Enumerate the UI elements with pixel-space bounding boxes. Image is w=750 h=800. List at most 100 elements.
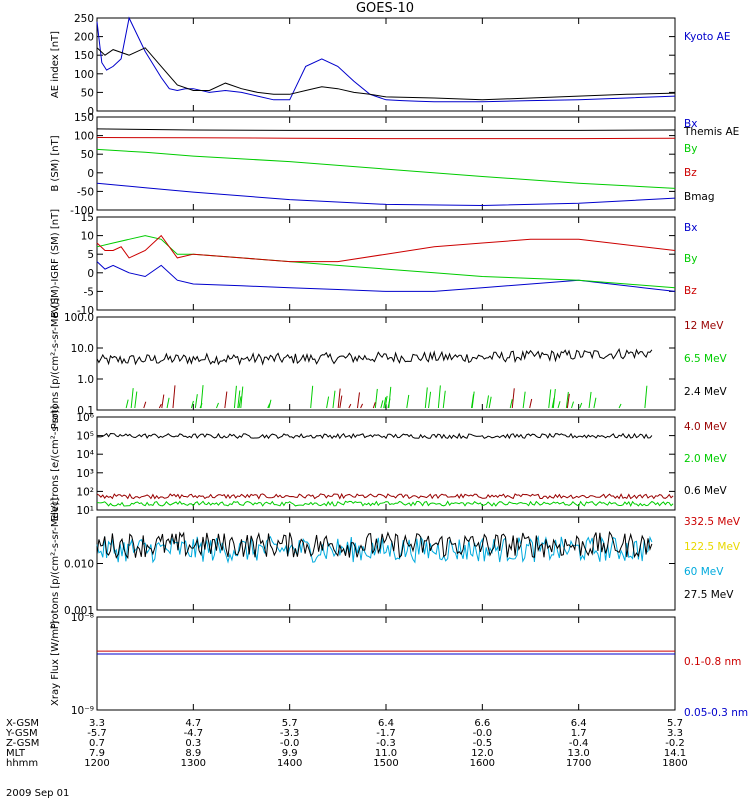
y-tick-label: 10⁻⁹ (71, 705, 94, 717)
y-tick-label: 200 (74, 32, 94, 44)
series-line-by (96, 148, 676, 189)
x-tick-label: -0.3 (376, 738, 396, 749)
panel-frame (96, 516, 676, 611)
series-line-27-5-mev (96, 530, 653, 560)
panel-electrons: 10¹ 10² 10³ 10⁴ 10⁵ 10⁶ Electrons [e/(cm²-s-sr… (50, 406, 728, 522)
legend-label: Bz (684, 285, 697, 297)
x-tick-label: -1.7 (376, 728, 396, 739)
legend-label: 122.5 MeV (684, 541, 741, 553)
y-tick-label: -50 (77, 186, 94, 198)
y-axis-label: Protons [p/(cm²-s-sr-MeV)] (50, 298, 61, 430)
y-tick-label: 0 (87, 168, 94, 180)
legend-label: 60 MeV (684, 566, 724, 578)
spike-mark (551, 397, 555, 409)
spike-mark (486, 395, 490, 409)
y-axis-label: AE index [nT] (50, 31, 61, 98)
spike-mark (579, 402, 583, 409)
spike-mark (166, 397, 170, 409)
spike-mark (238, 396, 242, 409)
plot-title: GOES-10 (356, 1, 414, 16)
x-tick-label: 1400 (277, 758, 302, 769)
spike-mark (383, 397, 387, 409)
x-tick-label: 0.7 (89, 738, 105, 749)
x-tick-label: 12.0 (471, 748, 493, 759)
spike-mark (190, 400, 194, 409)
y-tick-label: 10³ (76, 468, 94, 480)
x-tick-label: 1.7 (571, 728, 587, 739)
legend-label: 0.1-0.8 nm (684, 656, 741, 668)
y-tick-label: 50 (81, 149, 94, 161)
series-line-60-mev (96, 535, 653, 564)
panel-ae: 0 50 100 150 200 250 AE index [nT] Kyoto AE Them… (50, 13, 739, 138)
legend-label: Bz (684, 167, 697, 179)
legend-label: 12 MeV (684, 320, 724, 332)
series-line-0-6-mev (96, 432, 653, 440)
spike-mark (337, 388, 341, 409)
spike-mark (332, 390, 336, 409)
y-tick-label: 15 (81, 212, 94, 224)
x-tick-label: 1200 (84, 758, 109, 769)
series-line-bz (96, 234, 676, 263)
x-tick-label: 5.7 (282, 718, 298, 729)
panel-frame (96, 216, 676, 311)
series-line-2-4-mev (96, 348, 653, 366)
spike-mark (384, 395, 388, 409)
y-tick-label: 10⁶ (76, 412, 94, 424)
x-tick-label: 14.1 (664, 748, 686, 759)
spike-mark (194, 394, 198, 409)
x-tick-label: -0.0 (280, 738, 300, 749)
x-tick-label: -3.3 (280, 728, 300, 739)
series-line-4-0-mev (96, 492, 674, 500)
y-axis-label: B (SM)-IGRF (SM) [nT] (50, 209, 61, 318)
spike-mark (509, 399, 513, 409)
spike-mark (566, 393, 570, 409)
spike-mark (644, 385, 648, 409)
spike-mark (172, 385, 176, 409)
y-axis-label: Xray Flux [W/m²] (50, 621, 61, 706)
series-line-bz (96, 137, 676, 140)
x-tick-label: 11.0 (375, 748, 397, 759)
x-tick-label: -0.2 (665, 738, 685, 749)
y-tick-label: -5 (84, 286, 94, 298)
spike-mark (406, 394, 410, 409)
series-line-bmag (96, 128, 676, 131)
x-tick-label: -5.7 (87, 728, 107, 739)
spike-mark (158, 403, 162, 409)
x-tick-label: 1700 (566, 758, 591, 769)
legend-label: Bmag (684, 191, 715, 203)
spike-mark (356, 392, 360, 409)
spike-mark (424, 387, 428, 409)
spike-mark (310, 385, 314, 409)
x-axis-ticks: X-GSM 3.3 4.7 5.7 6.4 6.6 6.4 5.7 Y-GSM -5.7 -4.7 -… (5, 718, 688, 769)
y-tick-label: 100 (74, 69, 94, 81)
spike-mark (161, 394, 165, 409)
legend-label: 27.5 MeV (684, 589, 734, 601)
spike-mark (571, 401, 574, 409)
spike-mark (565, 391, 569, 409)
y-tick-label: 10.0 (71, 343, 94, 355)
y-tick-label: 0 (87, 268, 94, 280)
y-tick-label: 10⁻⁸ (71, 612, 94, 624)
spike-mark (529, 398, 533, 409)
x-tick-label: 1500 (373, 758, 398, 769)
spike-mark (437, 385, 441, 409)
y-tick-label: 250 (74, 13, 94, 25)
spike-mark (224, 391, 228, 409)
legend-label: 332.5 MeV (684, 516, 741, 528)
spike-mark (143, 401, 147, 409)
x-row-label: hhmm (6, 758, 38, 769)
series-line-bx (96, 261, 676, 292)
legend-label: Themis AE (683, 126, 739, 138)
panel-bigrf: -10 -5 0 5 10 15 B (SM)-IGRF (SM) [nT] Bx By Bz (50, 209, 697, 318)
x-tick-label: -0.4 (569, 738, 589, 749)
spike-mark (125, 399, 129, 409)
legend-label: 0.05-0.3 nm (684, 707, 748, 719)
y-tick-label: 5 (87, 249, 94, 261)
spike-mark (471, 394, 475, 409)
series-line-by (96, 235, 676, 289)
spike-mark (428, 391, 432, 409)
y-axis-label: Protons [p/(cm²-s-sr-MeV)] (50, 498, 61, 630)
